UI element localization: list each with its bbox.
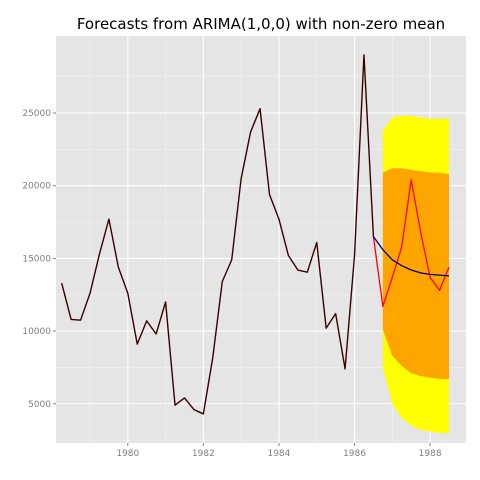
actual-test-series-line bbox=[372, 179, 450, 308]
x-tick-label: 1988 bbox=[419, 449, 442, 459]
y-tick-label: 25000 bbox=[22, 109, 51, 119]
x-tick-label: 1986 bbox=[343, 449, 366, 459]
x-tick-label: 1984 bbox=[267, 449, 290, 459]
y-tick-label: 15000 bbox=[22, 254, 51, 264]
y-tick-label: 10000 bbox=[22, 327, 51, 337]
forecast-mean-line bbox=[372, 236, 450, 277]
y-tick-label: 20000 bbox=[22, 182, 51, 192]
chart-title: Forecasts from ARIMA(1,0,0) with non-zer… bbox=[77, 15, 445, 33]
x-tick-label: 1980 bbox=[116, 449, 139, 459]
series-lines bbox=[60, 54, 450, 415]
y-tick-label: 5000 bbox=[28, 400, 51, 410]
interval-80-band bbox=[382, 168, 449, 380]
x-tick-label: 1982 bbox=[192, 449, 215, 459]
axis-ticks bbox=[53, 112, 431, 446]
axis-tick-labels: 1980 1982 1984 1986 1988 5000 10000 15000 20000 2… bbox=[22, 109, 441, 459]
prediction-intervals bbox=[382, 115, 449, 433]
history-series-line bbox=[60, 54, 375, 415]
